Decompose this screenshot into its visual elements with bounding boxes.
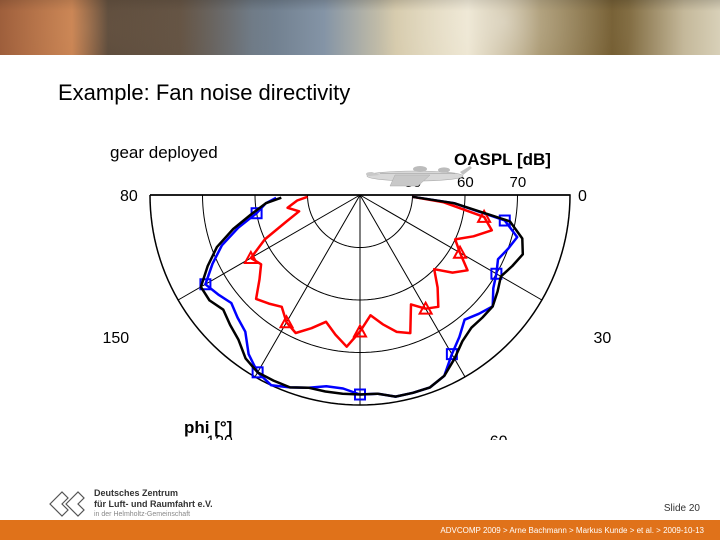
- header-banner: [0, 0, 720, 55]
- dlr-logo: Deutsches Zentrum für Luft- und Raumfahr…: [48, 488, 213, 518]
- svg-text:gear deployed: gear deployed: [110, 143, 218, 162]
- footer: Deutsches Zentrum für Luft- und Raumfahr…: [0, 475, 720, 540]
- svg-text:60: 60: [490, 434, 508, 440]
- footer-bar-text: ADVCOMP 2009 > Arne Bachmann > Markus Ku…: [440, 526, 704, 535]
- svg-text:70: 70: [510, 174, 527, 191]
- svg-text:150: 150: [102, 330, 129, 347]
- svg-text:phi [°]: phi [°]: [184, 418, 232, 437]
- dlr-bird-icon: [48, 488, 88, 518]
- org-sub: in der Helmholtz-Gemeinschaft: [94, 511, 213, 518]
- org-line1: Deutsches Zentrum: [94, 488, 178, 498]
- svg-text:30: 30: [594, 330, 612, 347]
- svg-text:0: 0: [578, 188, 587, 205]
- org-line2: für Luft- und Raumfahrt e.V.: [94, 499, 213, 509]
- footer-bar: ADVCOMP 2009 > Arne Bachmann > Markus Ku…: [0, 520, 720, 540]
- slide-number: Slide 20: [664, 503, 700, 514]
- svg-text:80: 80: [120, 188, 138, 205]
- polar-chart: OASPL [dB]506070800306090120150phi [°]ge…: [90, 140, 630, 440]
- slide-title: Example: Fan noise directivity: [58, 80, 350, 106]
- airplane-icon: [360, 158, 480, 188]
